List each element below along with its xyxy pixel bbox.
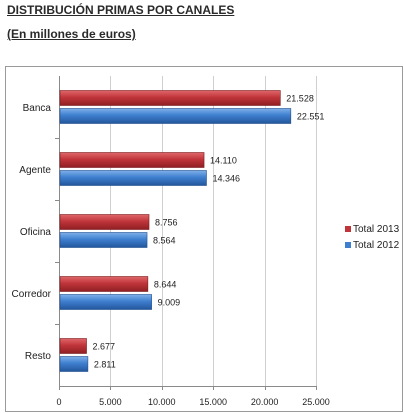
x-tick-label: 15.000 [199,397,227,407]
x-tick-label: 5.000 [99,397,122,407]
data-label: 22.551 [297,112,325,122]
data-label: 14.346 [212,174,240,184]
category-label: Oficina [20,227,52,238]
data-label: 8.564 [153,236,176,246]
category-label: Agente [19,165,51,176]
bar [59,338,87,354]
data-label: 9.009 [158,298,181,308]
bar [59,90,281,106]
legend-swatch [345,242,351,248]
data-label: 21.528 [286,94,314,104]
data-label: 8.644 [154,280,177,290]
bar [59,276,149,292]
chart-subtitle: (En millones de euros) [7,27,136,41]
data-label: 8.756 [155,218,178,228]
x-tick-label: 10.000 [148,397,176,407]
bar [59,232,148,248]
x-tick-label: 20.000 [251,397,279,407]
data-label: 2.677 [93,342,116,352]
bar [59,356,89,372]
bar [59,108,292,124]
chart-title: DISTRIBUCIÓN PRIMAS POR CANALES [7,3,235,17]
data-label: 14.110 [210,156,237,166]
category-label: Corredor [12,289,52,300]
bar [59,152,205,168]
category-label: Banca [23,103,52,114]
data-label: 2.811 [94,360,116,370]
x-tick-label: 0 [56,397,61,407]
x-tick-label: 25.000 [302,397,330,407]
legend-label: Total 2013 [353,224,400,235]
bar [59,214,150,230]
legend-swatch [345,226,351,232]
bar [59,170,207,186]
legend-label: Total 2012 [353,240,400,251]
bar [59,294,152,310]
category-label: Resto [25,351,52,362]
